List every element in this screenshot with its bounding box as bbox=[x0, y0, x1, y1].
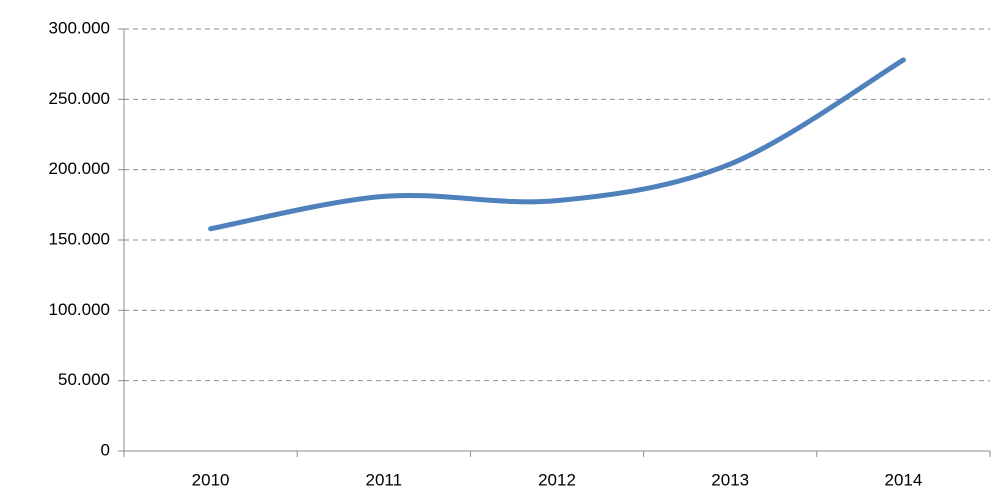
y-tick-label: 150.000 bbox=[49, 229, 110, 248]
line-series bbox=[208, 57, 906, 232]
x-tick-label: 2013 bbox=[711, 470, 749, 489]
y-tick-label: 200.000 bbox=[49, 159, 110, 178]
y-tick-label: 250.000 bbox=[49, 89, 110, 108]
x-tick-label: 2010 bbox=[192, 470, 230, 489]
x-tick-label: 2012 bbox=[538, 470, 576, 489]
y-tick-label: 100.000 bbox=[49, 300, 110, 319]
y-tick-label: 50.000 bbox=[58, 370, 110, 389]
x-tick-label: 2014 bbox=[884, 470, 922, 489]
x-tick-label: 2011 bbox=[366, 470, 403, 489]
y-tick-label: 300.000 bbox=[49, 18, 110, 37]
y-tick-label: 0 bbox=[101, 440, 110, 459]
